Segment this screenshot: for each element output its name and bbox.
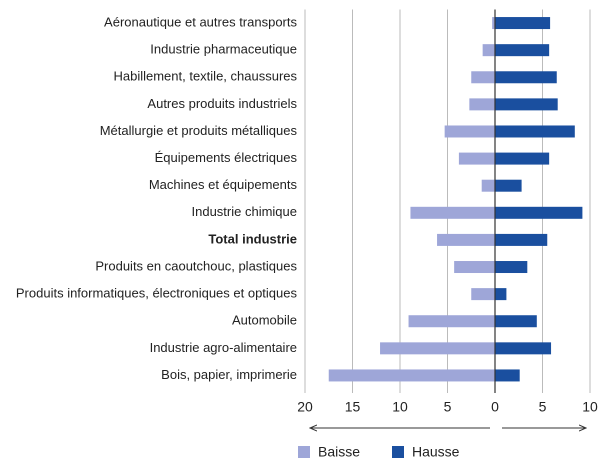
bar: [328, 369, 495, 382]
bar: [495, 342, 552, 355]
y-tick-label: Équipements électriques: [155, 150, 298, 165]
bar: [495, 71, 557, 84]
bar: [437, 233, 495, 246]
x-tick-label: 0: [491, 399, 499, 415]
bar: [469, 98, 495, 111]
y-tick-label: Bois, papier, imprimerie: [161, 367, 297, 382]
bar: [495, 125, 575, 138]
legend-swatch: [392, 446, 404, 458]
y-tick-label: Automobile: [232, 313, 297, 328]
bar: [408, 315, 495, 328]
bar: [495, 261, 528, 274]
bar: [495, 369, 520, 382]
y-tick-label: Métallurgie et produits métalliques: [100, 123, 298, 138]
bar: [481, 179, 495, 192]
bar: [495, 17, 551, 30]
bar: [495, 44, 550, 57]
bar: [410, 206, 495, 219]
bar: [495, 288, 507, 301]
x-tick-label: 10: [392, 399, 408, 415]
legend-label: Hausse: [412, 444, 460, 460]
y-tick-label: Produits en caoutchouc, plastiques: [95, 258, 297, 273]
y-tick-label: Industrie chimique: [192, 204, 298, 219]
bar: [495, 152, 550, 165]
bar: [454, 261, 495, 274]
bar: [444, 125, 495, 138]
bar: [482, 44, 495, 57]
y-tick-label: Produits informatiques, électroniques et…: [16, 286, 298, 301]
y-tick-label: Habillement, textile, chaussures: [113, 69, 297, 84]
y-tick-label: Machines et équipements: [149, 177, 298, 192]
y-tick-label: Aéronautique et autres transports: [104, 14, 297, 29]
bar: [458, 152, 495, 165]
bar: [495, 315, 537, 328]
y-tick-label: Autres produits industriels: [147, 96, 297, 111]
y-tick-label: Industrie pharmaceutique: [150, 42, 297, 57]
x-tick-label: 5: [444, 399, 452, 415]
bar: [492, 17, 495, 30]
x-tick-label: 5: [539, 399, 547, 415]
bar: [471, 71, 495, 84]
bar: [471, 288, 495, 301]
legend-label: Baisse: [318, 444, 360, 460]
bar: [380, 342, 495, 355]
x-tick-label: 15: [345, 399, 361, 415]
bar: [495, 233, 548, 246]
y-tick-label: Industrie agro-alimentaire: [150, 340, 297, 355]
x-tick-label: 10: [582, 399, 598, 415]
bar: [495, 98, 558, 111]
bar: [495, 206, 583, 219]
x-tick-label: 20: [297, 399, 313, 415]
y-tick-label: Total industrie: [208, 231, 297, 246]
bar: [495, 179, 522, 192]
legend-swatch: [298, 446, 310, 458]
